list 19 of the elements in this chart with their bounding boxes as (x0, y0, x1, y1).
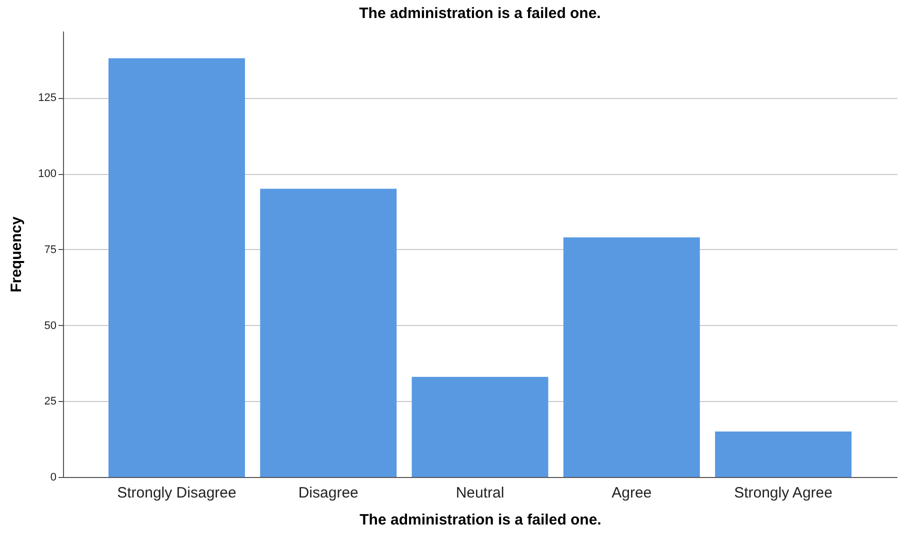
y-tick-label: 0 (50, 472, 56, 484)
bar (563, 237, 700, 477)
y-tick-label: 75 (44, 244, 56, 256)
bar (412, 376, 548, 477)
x-axis-title: The administration is a failed one. (360, 512, 602, 528)
x-tick-label: Strongly Agree (734, 484, 832, 502)
x-tick-label: Agree (612, 484, 652, 502)
y-axis-title: Frequency (8, 216, 26, 292)
y-tick-label: 100 (38, 168, 56, 180)
chart-title: The administration is a failed one. (359, 5, 601, 22)
bar (260, 188, 397, 477)
bar (108, 58, 245, 477)
y-tick-label: 25 (44, 396, 56, 408)
bar (715, 431, 852, 477)
y-tick-label: 50 (44, 320, 56, 332)
x-tick-label: Strongly Disagree (117, 484, 236, 502)
x-tick-label: Neutral (456, 484, 504, 502)
y-tick-label: 125 (38, 92, 56, 104)
x-tick-label: Disagree (298, 484, 358, 502)
